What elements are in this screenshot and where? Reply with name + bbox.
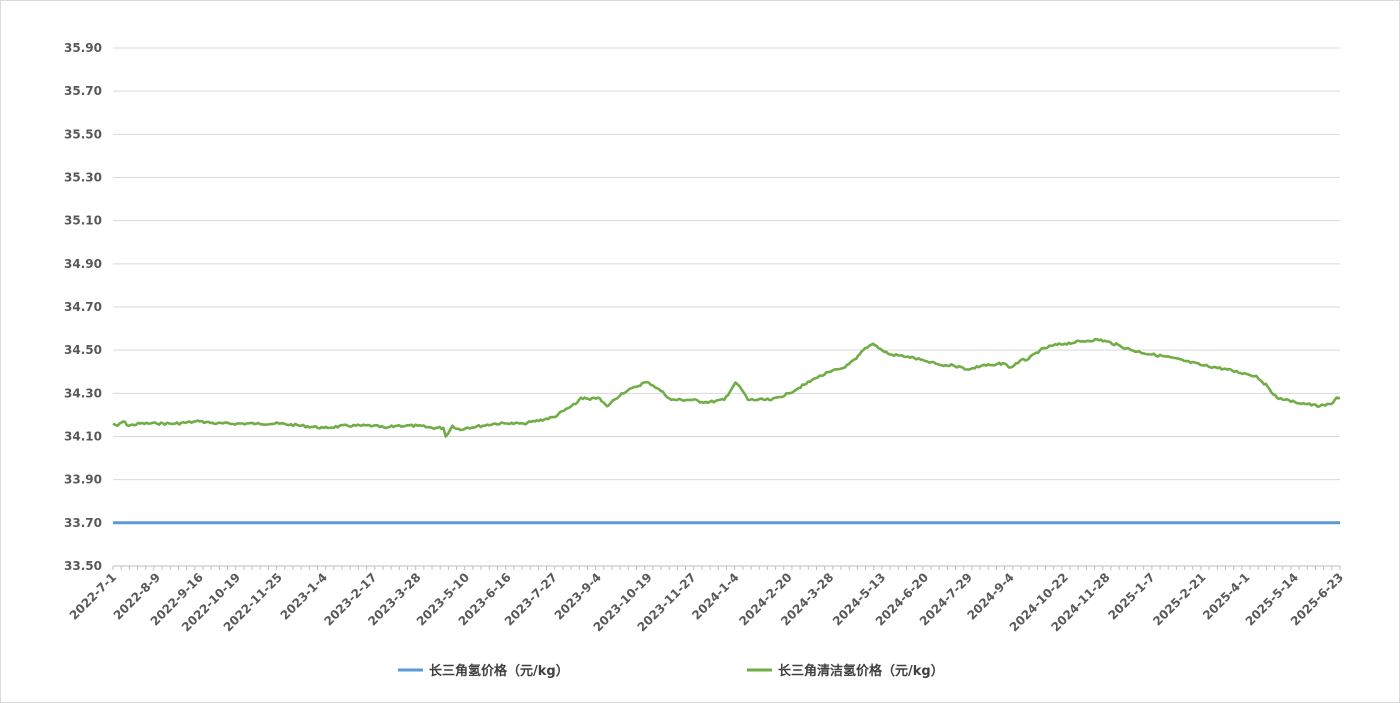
x-tick-label: 2025-2-21: [1150, 570, 1208, 628]
grid-lines: [113, 47, 1340, 524]
y-tick-label: 34.90: [64, 257, 102, 271]
x-tick-label: 2023-1-4: [278, 570, 330, 622]
y-tick-label: 35.10: [64, 214, 102, 228]
x-tick-label: 2025-1-7: [1105, 570, 1157, 622]
y-tick-label: 33.50: [64, 559, 102, 573]
y-tick-label: 33.90: [64, 473, 102, 487]
y-tick-label: 35.50: [64, 127, 102, 141]
y-tick-label: 33.70: [64, 516, 102, 530]
x-axis-ticks: 2022-7-12022-8-92022-9-162022-10-192022-…: [67, 570, 1346, 634]
legend-item-1[interactable]: 长三角清洁氢价格（元/kg）: [747, 663, 944, 679]
x-tick-label: 2022-7-1: [67, 570, 119, 622]
y-tick-label: 34.10: [64, 430, 102, 444]
x-tick-label: 2024-1-4: [689, 570, 741, 622]
legend: 长三角氢价格（元/kg） 长三角清洁氢价格（元/kg）: [398, 663, 944, 679]
x-axis: [112, 565, 1341, 570]
series-lines: [112, 337, 1341, 525]
y-tick-label: 34.70: [64, 300, 102, 314]
y-tick-label: 34.30: [64, 386, 102, 400]
x-tick-label: 2025-4-1: [1200, 570, 1252, 622]
y-tick-label: 35.30: [64, 171, 102, 185]
legend-item-0[interactable]: 长三角氢价格（元/kg）: [398, 663, 569, 679]
y-tick-label: 35.90: [64, 41, 102, 55]
legend-label-0: 长三角氢价格（元/kg）: [429, 663, 569, 679]
y-axis-ticks: 33.50 33.70 33.90 34.10 34.30 34.50 34.70 34.90…: [64, 41, 102, 573]
y-tick-label: 35.70: [64, 84, 102, 98]
x-tick-label: 2023-9-4: [552, 570, 604, 622]
series-line-1: [112, 337, 1341, 438]
legend-label-1: 长三角清洁氢价格（元/kg）: [778, 663, 944, 679]
y-tick-label: 34.50: [64, 343, 102, 357]
